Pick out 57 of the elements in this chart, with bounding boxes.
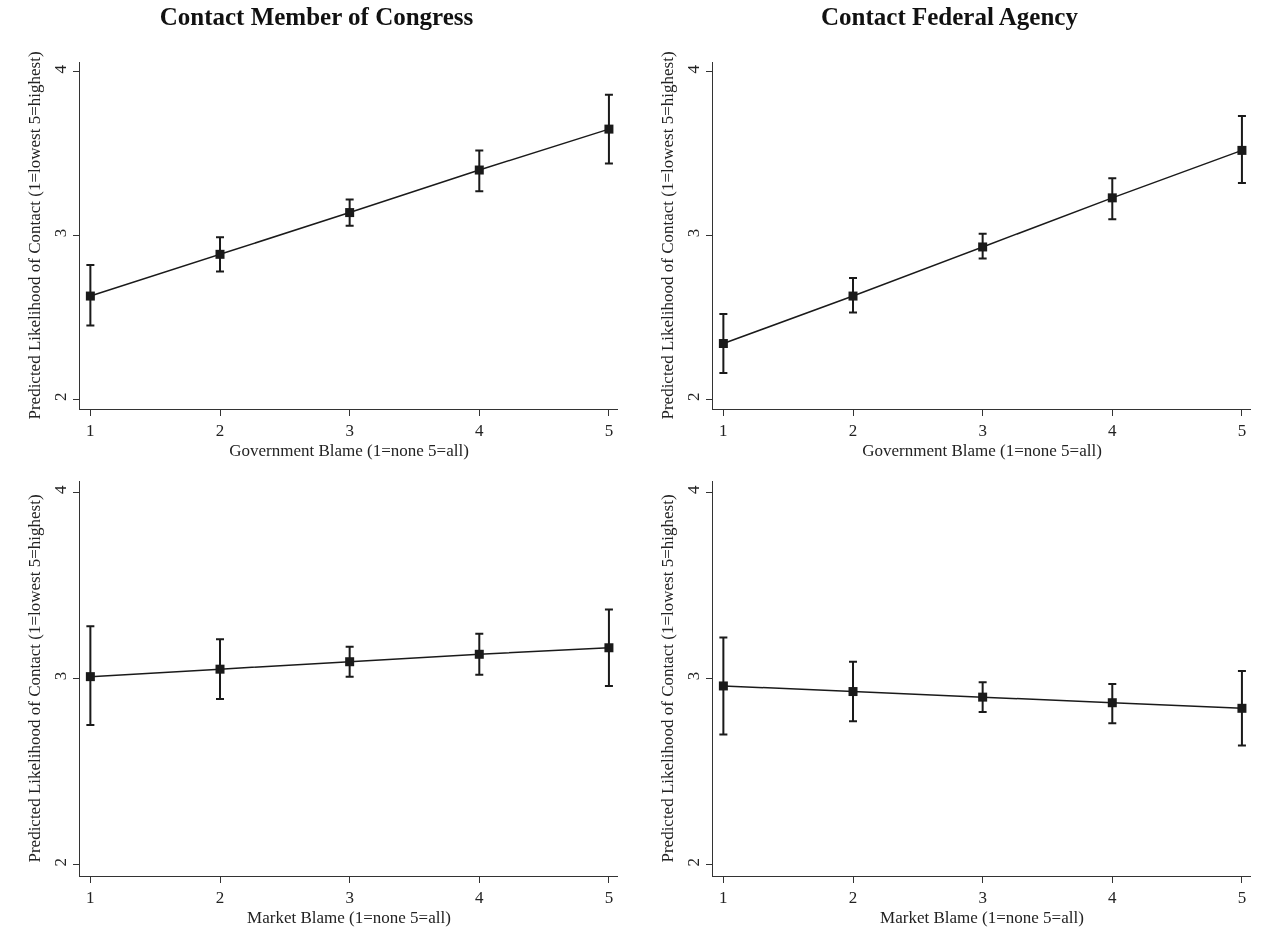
y-tick-label: 4 <box>51 484 71 494</box>
x-tick-label: 3 <box>345 421 354 441</box>
y-tick-label: 3 <box>684 671 704 681</box>
y-tick-label: 2 <box>51 392 71 401</box>
x-axis-title: Government Blame (1=none 5=all) <box>862 440 1102 460</box>
x-tick-label: 3 <box>978 888 987 908</box>
point <box>474 165 484 175</box>
y-tick-label: 4 <box>684 484 704 494</box>
x-tick-label: 2 <box>848 421 858 441</box>
x-tick-label: 2 <box>848 888 858 908</box>
point <box>215 664 225 674</box>
y-axis-title: Predicted Likelihood of Contact (1=lowest 5=highest) <box>657 494 677 863</box>
y-tick-label: 3 <box>51 671 71 681</box>
x-axis-title: Market Blame (1=none 5=all) <box>880 907 1084 927</box>
point <box>604 643 614 653</box>
y-axis-title: Predicted Likelihood of Contact (1=lowest 5=highest) <box>657 51 677 420</box>
x-axis-title: Government Blame (1=none 5=all) <box>229 440 469 460</box>
point <box>604 124 614 134</box>
point <box>978 242 988 252</box>
chart-title: Contact Federal Agency <box>821 2 1079 30</box>
x-axis-title: Market Blame (1=none 5=all) <box>247 907 451 927</box>
x-tick-label: 1 <box>719 888 728 908</box>
y-tick-label: 3 <box>51 228 71 238</box>
x-tick-label: 2 <box>215 888 225 908</box>
x-tick-label: 5 <box>1237 421 1247 441</box>
x-tick-label: 1 <box>86 421 95 441</box>
chart-title: Contact Member of Congress <box>159 2 474 30</box>
point <box>85 672 95 682</box>
y-tick-label: 3 <box>684 228 704 238</box>
x-tick-label: 5 <box>604 421 614 441</box>
x-tick-label: 2 <box>215 421 225 441</box>
y-tick-label: 4 <box>51 64 71 74</box>
y-tick-label: 2 <box>51 858 71 867</box>
point <box>474 649 484 659</box>
x-tick-label: 4 <box>475 421 485 441</box>
x-tick-label: 4 <box>475 888 485 908</box>
point <box>848 291 858 301</box>
x-tick-label: 4 <box>1108 888 1118 908</box>
x-tick-label: 5 <box>1237 888 1247 908</box>
point <box>85 291 95 301</box>
x-tick-label: 1 <box>86 888 95 908</box>
point <box>718 339 728 349</box>
point <box>1107 193 1117 203</box>
x-tick-label: 1 <box>719 421 728 441</box>
point <box>345 657 355 667</box>
point <box>1237 145 1247 155</box>
x-tick-label: 3 <box>345 888 354 908</box>
y-tick-label: 4 <box>684 64 704 74</box>
point <box>345 208 355 218</box>
y-tick-label: 2 <box>684 858 704 867</box>
y-tick-label: 2 <box>684 392 704 401</box>
x-tick-label: 3 <box>978 421 987 441</box>
y-axis-title: Predicted Likelihood of Contact (1=lowest 5=highest) <box>24 51 44 420</box>
x-tick-label: 4 <box>1108 421 1118 441</box>
x-tick-label: 5 <box>604 888 614 908</box>
y-axis-title: Predicted Likelihood of Contact (1=lowest 5=highest) <box>24 494 44 863</box>
point <box>215 249 225 259</box>
